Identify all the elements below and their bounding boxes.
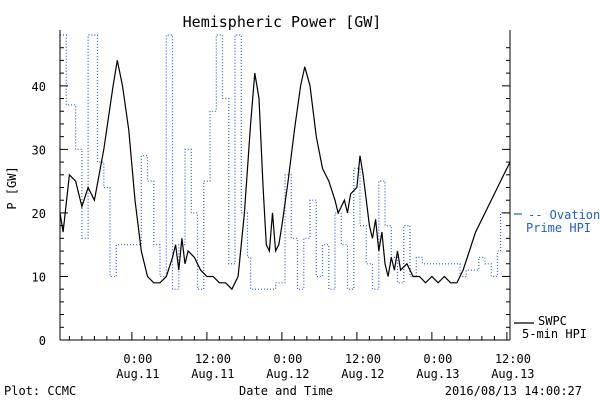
x-tick-time-label: 12:00 xyxy=(345,352,381,366)
x-tick-date-label: Aug.13 xyxy=(416,367,459,381)
x-tick-time-label: 0:00 xyxy=(273,352,302,366)
x-tick-time-label: 12:00 xyxy=(195,352,231,366)
x-tick-time-label: 0:00 xyxy=(123,352,152,366)
legend-ovation-sublabel: Prime HPI xyxy=(526,221,591,235)
x-tick-date-label: Aug.12 xyxy=(341,367,384,381)
legend-swpc-label: SWPC xyxy=(538,314,567,328)
footer-source: Plot: CCMC xyxy=(4,384,76,398)
y-tick-label: 10 xyxy=(32,270,46,284)
series-line-ovation xyxy=(60,34,510,290)
x-axis-label: Date and Time xyxy=(239,384,333,398)
legend-ovation-label: -- Ovation xyxy=(528,208,600,222)
y-tick-label: 0 xyxy=(39,334,46,348)
series-line-swpc xyxy=(60,60,510,291)
y-tick-label: 20 xyxy=(32,207,46,221)
y-axis-label: P [GW] xyxy=(5,166,19,209)
x-tick-date-label: Aug.12 xyxy=(266,367,309,381)
footer-timestamp: 2016/08/13 14:00:27 xyxy=(445,384,582,398)
y-tick-label: 30 xyxy=(32,143,46,157)
legend-swpc-sublabel: 5-min HPI xyxy=(522,327,587,341)
x-tick-date-label: Aug.11 xyxy=(191,367,234,381)
plot-area: 0102030400:00Aug.1112:00Aug.110:00Aug.12… xyxy=(32,30,535,381)
y-tick-label: 40 xyxy=(32,80,46,94)
chart-title: Hemispheric Power [GW] xyxy=(183,13,382,31)
x-tick-time-label: 12:00 xyxy=(495,352,531,366)
x-tick-time-label: 0:00 xyxy=(423,352,452,366)
x-tick-date-label: Aug.13 xyxy=(491,367,534,381)
x-tick-date-label: Aug.11 xyxy=(116,367,159,381)
